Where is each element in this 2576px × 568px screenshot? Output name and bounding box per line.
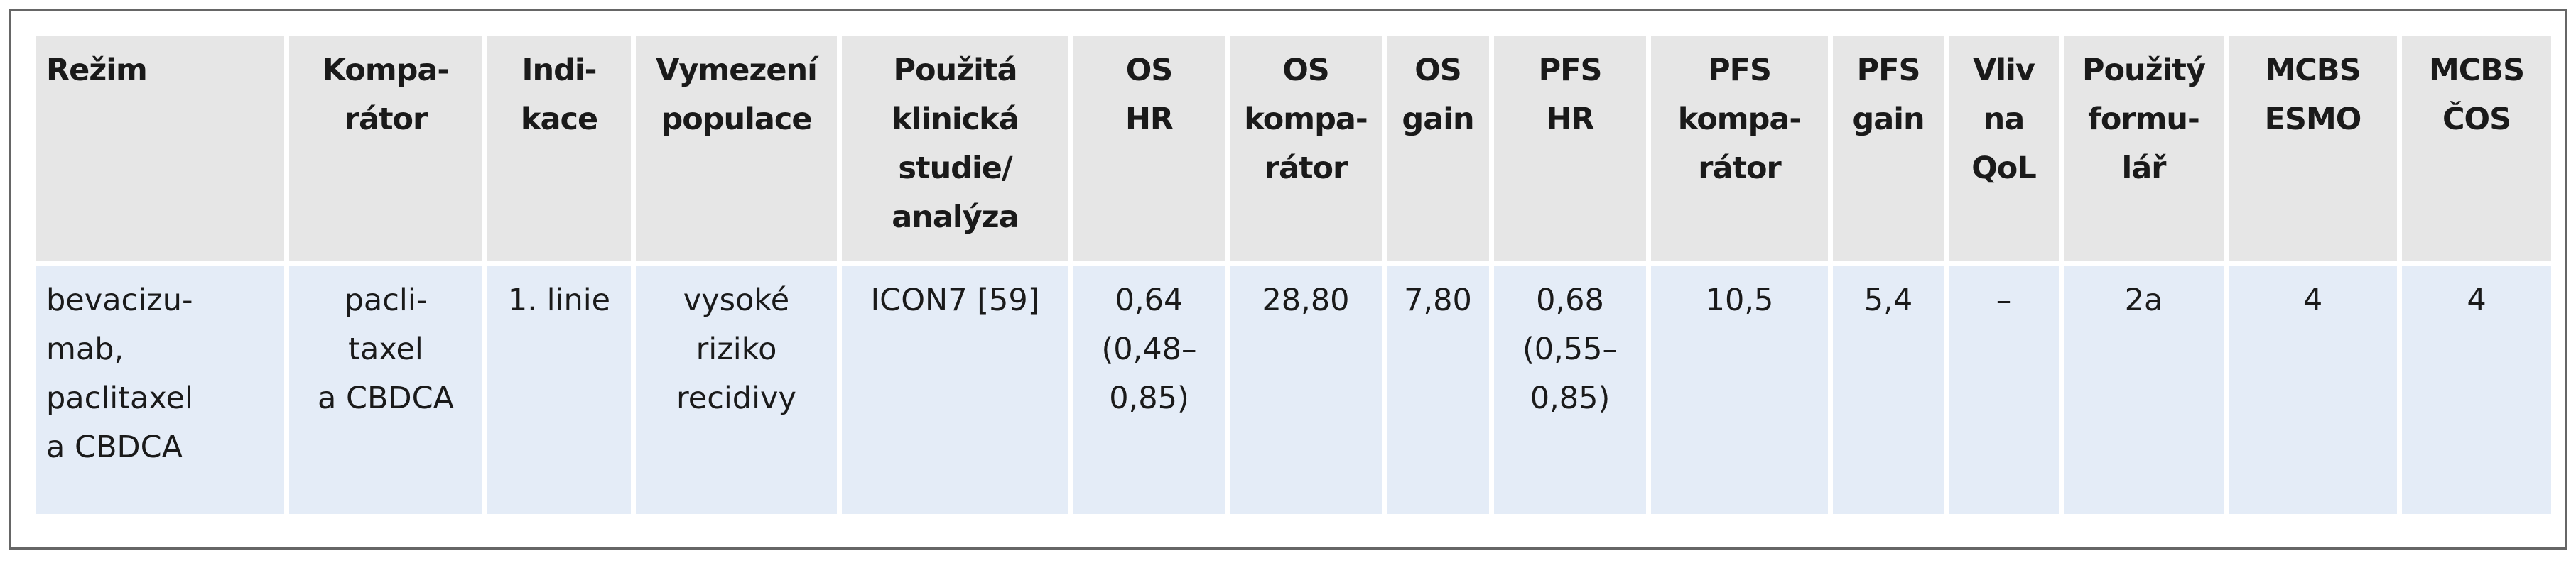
header-row-cell: MCBS ESMO	[2229, 36, 2402, 266]
body-row-cell: vysoké riziko recidivy	[636, 266, 842, 514]
cell-text: OS	[1414, 53, 1462, 88]
cell-text: 0,85)	[1109, 381, 1189, 416]
cell-text: MCBS	[2428, 53, 2525, 88]
cell-text: PFS	[1856, 53, 1921, 88]
body-row-cell: 0,64 (0,48– 0,85)	[1073, 266, 1230, 514]
cell-text: Kompa-	[322, 53, 450, 88]
cell-text: 4	[2467, 283, 2486, 318]
cell-text: pacli-	[344, 283, 428, 318]
cell-text: HR	[1125, 102, 1174, 137]
cell-text: –	[1996, 283, 2012, 318]
cell-text: HR	[1546, 102, 1594, 137]
cell-text: ESMO	[2264, 102, 2362, 137]
cell-text: QoL	[1971, 151, 2037, 186]
cell-text: formu-	[2088, 102, 2200, 137]
cell-text: 28,80	[1262, 283, 1350, 318]
cell-text: 5,4	[1863, 283, 1913, 318]
cell-text: (0,55–	[1522, 332, 1618, 367]
header-row-cell: Použitý formu-lář	[2064, 36, 2229, 266]
cell-text: Použitý	[2082, 53, 2206, 88]
body-row-cell: bevacizu-mab, paclitaxel a CBDCA	[36, 266, 289, 514]
cell-text: Režim	[46, 53, 148, 88]
cell-text: na	[1983, 102, 2025, 137]
header-row-cell: Vliv na QoL	[1949, 36, 2064, 266]
cell-text: kompa-	[1677, 102, 1802, 137]
body-row-cell: 0,68 (0,55– 0,85)	[1494, 266, 1651, 514]
cell-text: Indi-	[521, 53, 597, 88]
cell-text: populace	[661, 102, 812, 137]
cell-text: klinická	[892, 102, 1019, 137]
body-row-cell: 5,4	[1833, 266, 1949, 514]
header-row-cell: Indi-kace	[487, 36, 636, 266]
cell-text: ČOS	[2442, 102, 2511, 137]
header-row-cell: Kompa-rátor	[289, 36, 487, 266]
cell-text: kace	[520, 102, 598, 137]
header-row-cell: OS kompa-rátor	[1230, 36, 1387, 266]
cell-text: gain	[1402, 102, 1474, 137]
cell-text: analýza	[892, 200, 1019, 235]
cell-text: OS	[1125, 53, 1174, 88]
cell-text: Vymezení	[656, 53, 818, 88]
cell-text: OS	[1282, 53, 1330, 88]
cell-text: rátor	[344, 102, 428, 137]
cell-text: 1. linie	[507, 283, 611, 318]
cell-text: kompa-	[1244, 102, 1368, 137]
cell-text: rátor	[1698, 151, 1782, 186]
cell-text: studie/	[898, 151, 1012, 186]
cell-text: 0,85)	[1530, 381, 1611, 416]
cell-text: a CBDCA	[317, 381, 455, 416]
header-row-cell: PFS gain	[1833, 36, 1949, 266]
header-row-cell: Vymezení populace	[636, 36, 842, 266]
cell-text: 0,68	[1536, 283, 1604, 318]
frame	[9, 9, 2567, 550]
cell-text: Vliv	[1973, 53, 2035, 88]
body-row-cell: 1. linie	[487, 266, 636, 514]
header-row: Režim Kompa-rátor Indi-kace Vymezení populac…	[36, 36, 2551, 266]
body-row-cell: ICON7 [59]	[842, 266, 1073, 514]
data-table: Režim Kompa-rátor Indi-kace Vymezení populac…	[36, 36, 2551, 514]
cell-text: recidivy	[676, 381, 796, 416]
body-row: bevacizu-mab, paclitaxel a CBDCA pacli-taxe…	[36, 266, 2551, 514]
cell-text: 0,64	[1115, 283, 1184, 318]
cell-text: paclitaxel	[46, 381, 193, 416]
body-row-cell: 2a	[2064, 266, 2229, 514]
cell-text: Použitá	[893, 53, 1017, 88]
cell-text: vysoké	[683, 283, 790, 318]
cell-text: PFS	[1538, 53, 1603, 88]
header-row-cell: OS gain	[1387, 36, 1494, 266]
body-row-cell: –	[1949, 266, 2064, 514]
header-row-cell: Režim	[36, 36, 289, 266]
cell-text: 7,80	[1404, 283, 1472, 318]
cell-text: (0,48–	[1101, 332, 1197, 367]
cell-text: bevacizu-	[46, 283, 193, 318]
body-row-cell: 10,5	[1651, 266, 1833, 514]
body-row-cell: 4	[2402, 266, 2551, 514]
cell-text: a CBDCA	[46, 430, 183, 465]
cell-text: gain	[1852, 102, 1925, 137]
cell-text: ICON7 [59]	[870, 283, 1040, 318]
header-row-cell: OS HR	[1073, 36, 1230, 266]
header-row-cell: MCBS ČOS	[2402, 36, 2551, 266]
cell-text: lář	[2121, 151, 2167, 186]
cell-text: mab,	[46, 332, 124, 367]
cell-text: rátor	[1264, 151, 1348, 186]
cell-text: MCBS	[2265, 53, 2361, 88]
cell-text: PFS	[1708, 53, 1772, 88]
cell-text: 10,5	[1705, 283, 1774, 318]
cell-text: 4	[2302, 283, 2323, 318]
cell-text: taxel	[348, 332, 423, 367]
header-row-cell: Použitá klinická studie/analýza	[842, 36, 1073, 266]
body-row-cell: pacli-taxel a CBDCA	[289, 266, 487, 514]
body-row-cell: 4	[2229, 266, 2402, 514]
body-row-cell: 7,80	[1387, 266, 1494, 514]
header-row-cell: PFS kompa-rátor	[1651, 36, 1833, 266]
cell-text: riziko	[696, 332, 777, 367]
cell-text: 2a	[2124, 283, 2163, 318]
header-row-cell: PFS HR	[1494, 36, 1651, 266]
body-row-cell: 28,80	[1230, 266, 1387, 514]
